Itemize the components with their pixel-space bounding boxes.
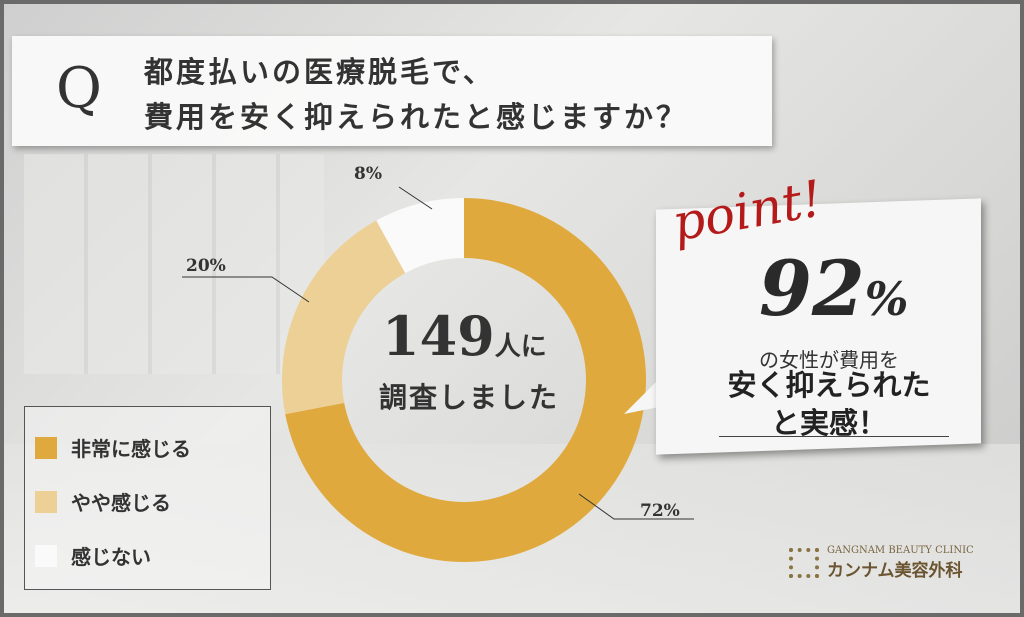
swatch — [35, 436, 57, 459]
slice-not — [376, 198, 464, 274]
legend-label: 感じない — [71, 545, 151, 569]
point-number: 92 — [759, 244, 865, 333]
point-line-1: の女性が費用を — [759, 348, 899, 372]
slice-very — [285, 198, 646, 563]
logo-mark-icon — [789, 548, 819, 578]
slice-somewhat — [282, 220, 406, 415]
swatch — [35, 490, 57, 513]
question-box — [12, 36, 772, 146]
label-20: 20% — [186, 256, 226, 276]
leader-line — [398, 186, 433, 210]
point-line-2: 安く抑えられた — [727, 368, 931, 402]
logo-en: GANGNAM BEAUTY CLINIC — [827, 545, 974, 556]
swatch — [35, 544, 57, 567]
point-percentage: 92% — [759, 244, 908, 333]
question-line-1: 都度払いの医療脱毛で、 — [144, 55, 495, 89]
point-line-3: と実感！ — [770, 406, 887, 440]
logo-jp: カンナム美容外科 — [827, 561, 963, 581]
question-text: 都度払いの医療脱毛で、 費用を安く抑えられたと感じますか？ — [144, 50, 688, 140]
background-shelf — [24, 154, 324, 374]
clinic-logo: GANGNAM BEAUTY CLINIC カンナム美容外科 — [789, 545, 974, 581]
survey-caption: 調査しました — [379, 381, 560, 414]
count-number: 149 — [382, 304, 495, 368]
legend-item: 非常に感じる — [35, 433, 191, 462]
legend: 非常に感じる やや感じる 感じない — [24, 406, 271, 590]
leader-line — [182, 276, 310, 303]
respondent-count: 149人に — [382, 304, 547, 368]
donut-chart — [182, 186, 694, 563]
legend-label: 非常に感じる — [71, 437, 191, 461]
point-percent-sign: % — [864, 272, 909, 326]
point-underline — [719, 436, 949, 437]
legend-item: 感じない — [35, 541, 151, 570]
point-lines: 安く抑えられた と実感！ — [704, 366, 954, 442]
question-line-2: 費用を安く抑えられたと感じますか？ — [144, 100, 689, 134]
label-8: 8% — [354, 164, 382, 184]
question-mark: Q — [56, 56, 102, 121]
legend-item: やや感じる — [35, 487, 171, 516]
leader-line — [578, 493, 694, 520]
label-72: 72% — [640, 501, 680, 521]
legend-label: やや感じる — [71, 491, 171, 515]
count-unit: 人に — [494, 332, 547, 362]
